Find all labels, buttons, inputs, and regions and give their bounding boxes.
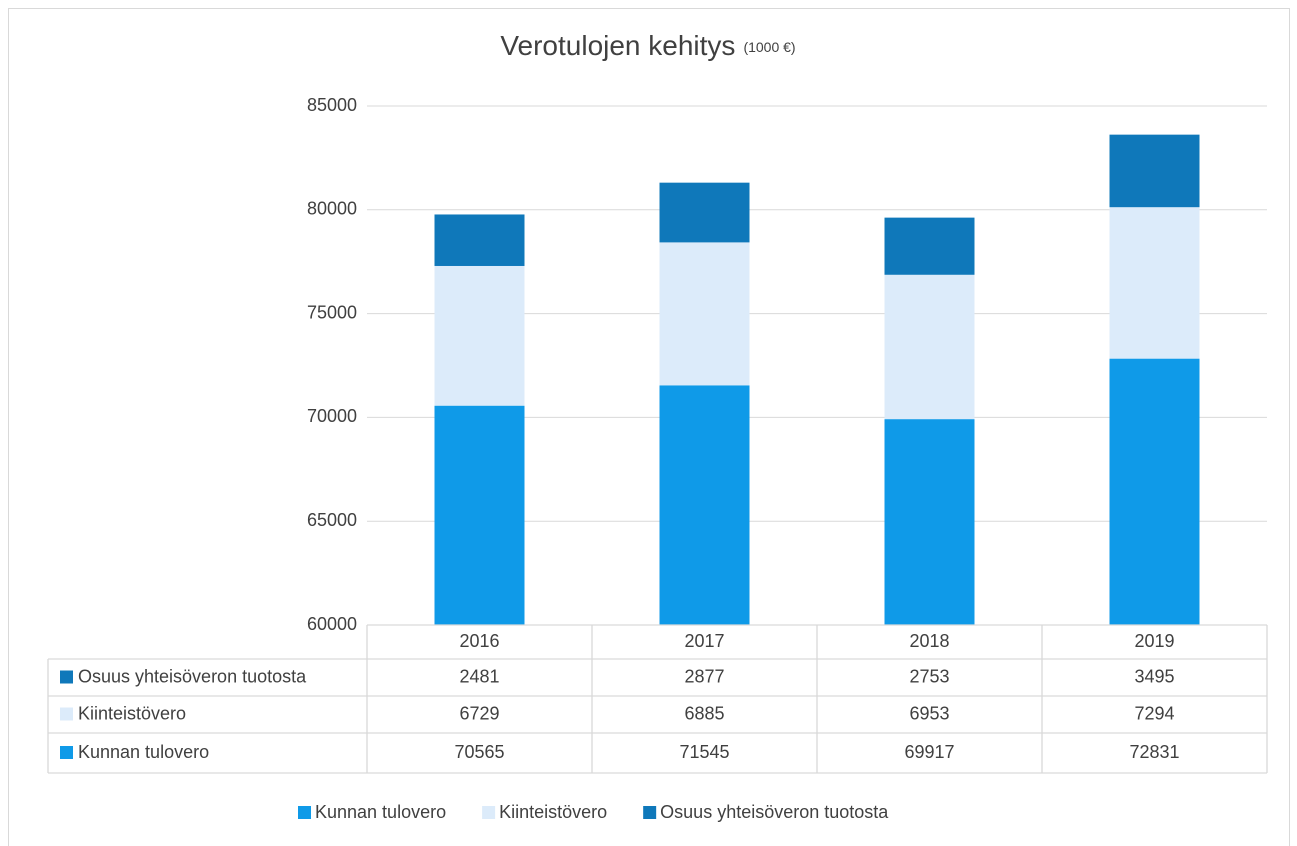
table-cell: 3495 (1134, 666, 1174, 686)
x-tick-label: 2018 (909, 631, 949, 651)
table-cell: 7294 (1134, 703, 1174, 723)
legend-label: Kiinteistövero (499, 802, 607, 822)
table-cell: 71545 (679, 742, 729, 762)
table-cell: 70565 (454, 742, 504, 762)
chart-frame (8, 8, 1290, 846)
table-legend-key (60, 670, 73, 684)
table-cell: 6953 (909, 703, 949, 723)
table-row-label: Osuus yhteisöveron tuotosta (78, 666, 307, 686)
table-cell: 2877 (684, 666, 724, 686)
bar-segment (659, 385, 750, 625)
table-row-label: Kunnan tulovero (78, 742, 209, 762)
bar-segment (659, 182, 750, 243)
table-cell: 2753 (909, 666, 949, 686)
table-legend-key (60, 746, 73, 759)
legend-key (482, 806, 496, 819)
bar-segment (434, 214, 525, 266)
table-cell: 6885 (684, 703, 724, 723)
table-cell: 69917 (904, 742, 954, 762)
bar-segment (1109, 358, 1200, 625)
y-tick-label: 70000 (307, 406, 357, 426)
table-row-label: Kiinteistövero (78, 703, 186, 723)
table-cell: 2481 (459, 666, 499, 686)
chart-title: Verotulojen kehitys (500, 30, 735, 61)
table-cell: 6729 (459, 703, 499, 723)
chart-subtitle: (1000 €) (743, 39, 795, 55)
bar-segment (884, 419, 975, 625)
x-tick-label: 2017 (684, 631, 724, 651)
legend-key (643, 806, 657, 819)
y-tick-label: 75000 (307, 302, 357, 322)
bar-segment (434, 405, 525, 625)
table-legend-key (60, 707, 73, 721)
bar-segment (434, 265, 525, 406)
legend-label: Kunnan tulovero (315, 802, 446, 822)
table-cell: 72831 (1129, 742, 1179, 762)
y-tick-label: 65000 (307, 510, 357, 530)
x-tick-label: 2019 (1134, 631, 1174, 651)
bar-segment (884, 274, 975, 420)
y-tick-label: 80000 (307, 199, 357, 219)
x-tick-label: 2016 (459, 631, 499, 651)
y-tick-label: 85000 (307, 95, 357, 115)
legend-label: Osuus yhteisöveron tuotosta (660, 802, 889, 822)
bar-segment (884, 217, 975, 275)
chart-heading: Verotulojen kehitys (1000 €) (500, 30, 795, 61)
y-tick-label: 60000 (307, 614, 357, 634)
bar-segment (1109, 134, 1200, 208)
bar-segment (1109, 207, 1200, 359)
legend-key (298, 806, 311, 819)
bar-segment (659, 242, 750, 386)
